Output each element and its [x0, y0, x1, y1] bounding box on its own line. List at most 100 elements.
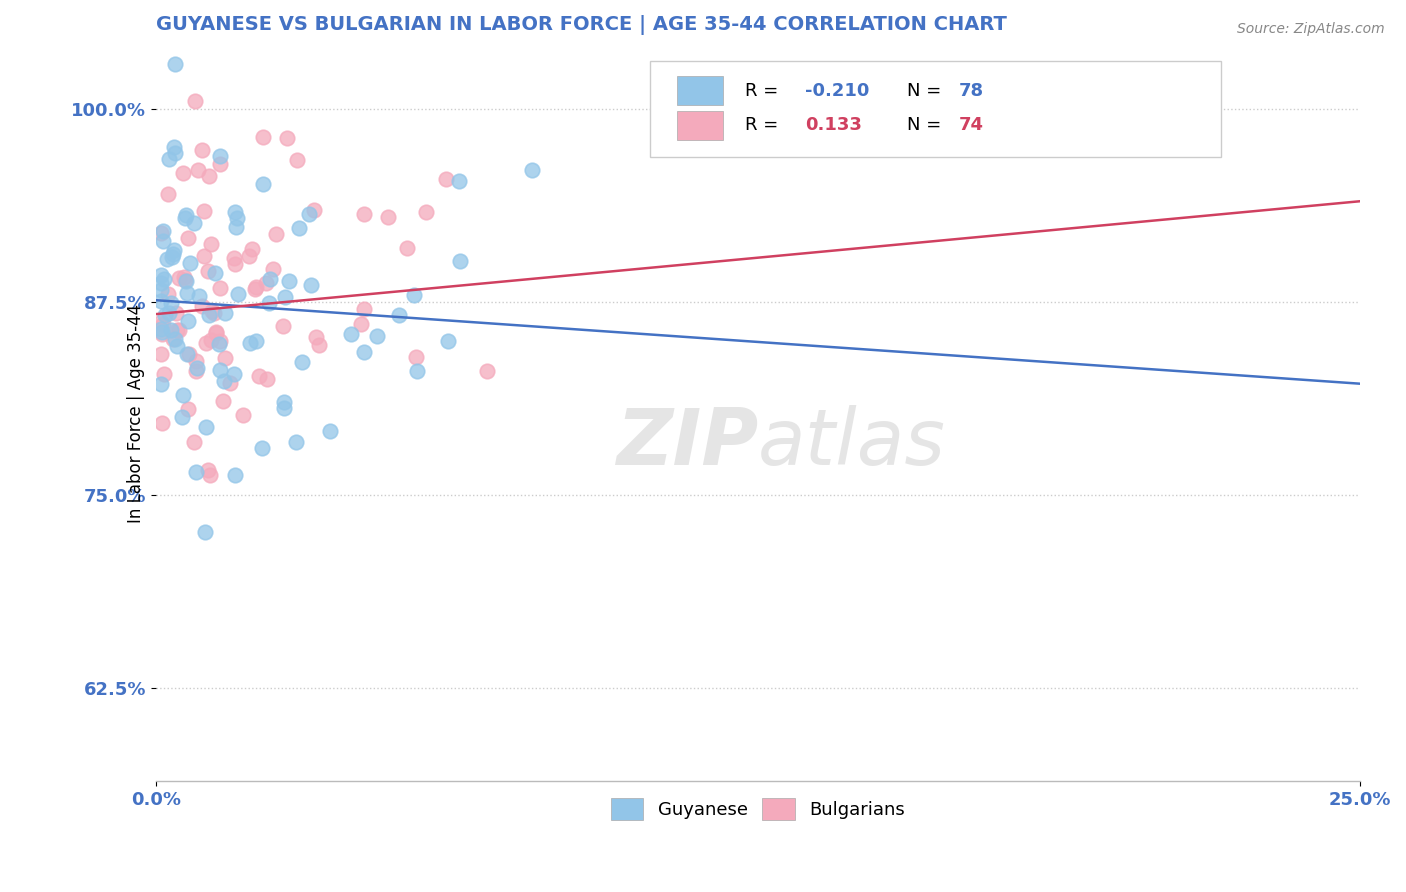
- Point: [184, 354, 207, 368]
- Point: [204, 266, 226, 280]
- Point: [308, 338, 330, 352]
- Point: [152, 317, 174, 331]
- Point: [186, 364, 208, 378]
- Point: [173, 211, 195, 225]
- Point: [353, 344, 375, 359]
- Point: [187, 289, 209, 303]
- Point: [252, 130, 274, 145]
- Point: [245, 280, 267, 294]
- Point: [285, 153, 308, 167]
- Point: [149, 315, 172, 329]
- Point: [152, 224, 174, 238]
- Point: [212, 374, 235, 388]
- Legend: Guyanese, Bulgarians: Guyanese, Bulgarians: [603, 790, 912, 827]
- Point: [388, 308, 411, 322]
- Point: [273, 401, 295, 416]
- Y-axis label: In Labor Force | Age 35-44: In Labor Force | Age 35-44: [127, 304, 145, 524]
- Point: [475, 363, 498, 377]
- Text: ZIP: ZIP: [616, 405, 758, 481]
- Text: N =: N =: [907, 116, 948, 134]
- Point: [193, 203, 215, 218]
- Point: [174, 274, 197, 288]
- Point: [209, 334, 232, 348]
- Text: GUYANESE VS BULGARIAN IN LABOR FORCE | AGE 35-44 CORRELATION CHART: GUYANESE VS BULGARIAN IN LABOR FORCE | A…: [156, 15, 1007, 35]
- Text: 74: 74: [959, 116, 984, 134]
- Point: [276, 130, 298, 145]
- Point: [170, 410, 193, 425]
- Point: [207, 337, 229, 351]
- Point: [184, 95, 207, 109]
- Point: [156, 252, 179, 266]
- Point: [176, 346, 198, 360]
- Point: [262, 261, 284, 276]
- Point: [160, 250, 183, 264]
- Point: [209, 281, 232, 295]
- Point: [166, 339, 188, 353]
- Point: [157, 187, 180, 202]
- Point: [353, 301, 375, 316]
- Text: -0.210: -0.210: [804, 82, 869, 100]
- Point: [174, 273, 197, 287]
- Point: [162, 140, 184, 154]
- Point: [245, 334, 267, 349]
- Point: [194, 335, 217, 350]
- Point: [252, 178, 274, 192]
- Point: [194, 524, 217, 539]
- Point: [447, 174, 470, 188]
- Point: [200, 237, 222, 252]
- Point: [166, 323, 188, 337]
- Point: [159, 323, 181, 337]
- Point: [173, 269, 195, 284]
- Point: [162, 332, 184, 346]
- Point: [271, 319, 294, 334]
- Text: N =: N =: [907, 82, 948, 100]
- Point: [353, 206, 375, 220]
- Point: [167, 323, 190, 337]
- Point: [222, 367, 245, 381]
- Point: [162, 247, 184, 261]
- Point: [214, 351, 236, 366]
- Point: [226, 286, 249, 301]
- Point: [298, 207, 321, 221]
- Point: [302, 202, 325, 217]
- Point: [252, 441, 274, 455]
- Point: [177, 314, 200, 328]
- Point: [304, 330, 326, 344]
- Point: [208, 363, 231, 377]
- Point: [149, 226, 172, 240]
- Point: [205, 325, 228, 339]
- Point: [198, 468, 221, 483]
- Point: [149, 347, 172, 361]
- Point: [415, 205, 437, 219]
- Text: R =: R =: [745, 82, 783, 100]
- Point: [377, 210, 399, 224]
- Point: [340, 327, 363, 342]
- Point: [224, 467, 246, 482]
- Point: [232, 408, 254, 422]
- Point: [225, 220, 247, 235]
- Point: [288, 220, 311, 235]
- Point: [254, 276, 277, 290]
- Point: [366, 328, 388, 343]
- Point: [152, 235, 174, 249]
- Point: [149, 294, 172, 309]
- Point: [405, 351, 427, 365]
- Point: [274, 290, 297, 304]
- Point: [174, 208, 197, 222]
- Point: [243, 282, 266, 296]
- Point: [291, 355, 314, 369]
- Point: [197, 463, 219, 477]
- Point: [179, 256, 201, 270]
- Point: [186, 361, 208, 376]
- Point: [264, 227, 287, 241]
- Point: [157, 287, 180, 301]
- Text: atlas: atlas: [758, 405, 946, 481]
- Point: [172, 388, 194, 402]
- FancyBboxPatch shape: [650, 62, 1222, 157]
- Point: [149, 277, 172, 291]
- Point: [198, 169, 221, 183]
- Point: [177, 402, 200, 417]
- Point: [150, 377, 173, 392]
- Point: [197, 264, 219, 278]
- Point: [191, 143, 214, 157]
